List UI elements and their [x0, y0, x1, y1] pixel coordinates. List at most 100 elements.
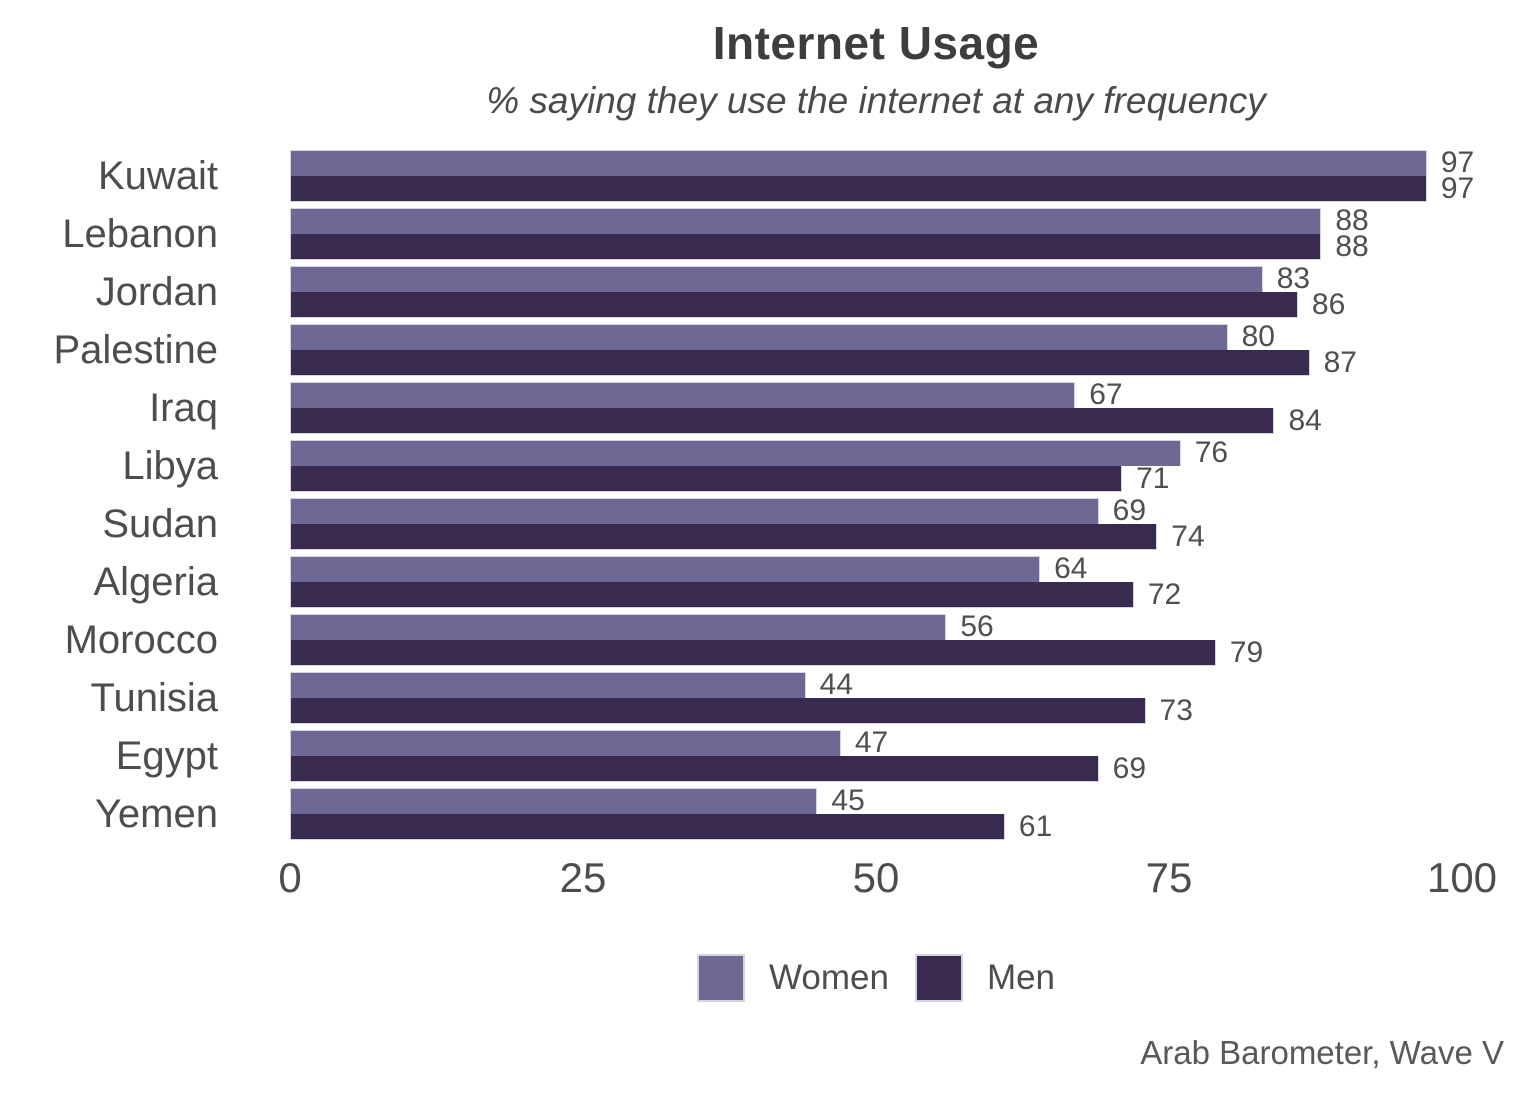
women-bar: [290, 150, 1427, 176]
women-bar-line: 83: [290, 262, 1462, 295]
women-bar-line: 97: [290, 148, 1474, 178]
x-tick-label: 100: [1426, 854, 1498, 901]
women-bar: [290, 266, 1263, 292]
men-value-label: 79: [1229, 636, 1264, 669]
bar-row: Sudan 69 74: [0, 494, 1536, 553]
bar-group: 97 97: [290, 148, 1474, 204]
women-bar: [290, 614, 947, 640]
x-tick-label: 0: [278, 854, 302, 901]
country-label: Yemen: [94, 792, 218, 836]
country-label: Lebanon: [62, 212, 218, 256]
men-bar-line: 87: [290, 346, 1462, 379]
bar-group: 69 74: [290, 494, 1462, 553]
women-bar-line: 45: [290, 784, 1462, 817]
men-bar: [290, 350, 1310, 376]
women-bar: [290, 672, 806, 698]
men-value-label: 97: [1440, 172, 1475, 205]
women-bar: [290, 788, 818, 814]
country-label: Libya: [122, 444, 218, 488]
bar-group: 80 87: [290, 320, 1462, 379]
bar-row: Morocco 56 79: [0, 610, 1536, 669]
men-bar: [290, 176, 1427, 202]
axis-spacer: [0, 854, 290, 904]
women-value-label: 80: [1241, 320, 1275, 353]
women-bar-line: 56: [290, 610, 1462, 643]
bar-row: Egypt 47 69: [0, 726, 1536, 785]
bar-group: 44 73: [290, 670, 1462, 726]
women-value-label: 88: [1335, 204, 1369, 237]
country-label: Jordan: [95, 270, 218, 314]
men-bar-line: 86: [290, 288, 1462, 321]
women-value-label: 97: [1440, 146, 1475, 179]
women-value-label: 45: [831, 784, 865, 817]
x-tick-label: 25: [559, 854, 607, 901]
bar-row: Iraq 67 84: [0, 380, 1536, 437]
bar-group: 83 86: [290, 262, 1462, 321]
legend-label-men: Men: [986, 958, 1056, 997]
bar-group: 47 69: [290, 726, 1462, 785]
bar-group: 56 79: [290, 610, 1462, 669]
women-value-label: 64: [1054, 552, 1088, 585]
women-bar-line: 47: [290, 726, 1462, 759]
plot-rows: Kuwait 97 97 Lebanon 88 88 Jordan 83 86 Palestine…: [0, 148, 1536, 842]
bar-row: Libya 76 71: [0, 436, 1536, 495]
legend-item-women: Women: [696, 954, 889, 1002]
men-value-label: 86: [1311, 288, 1346, 321]
x-axis: 0 25 50 75 100: [0, 854, 1536, 904]
country-label: Kuwait: [97, 154, 218, 198]
women-value-label: 76: [1194, 436, 1229, 469]
legend-item-men: Men: [914, 954, 1056, 1002]
men-bar: [290, 756, 1099, 782]
country-label: Tunisia: [90, 676, 218, 720]
men-value-label: 84: [1288, 404, 1322, 437]
women-bar-line: 76: [290, 436, 1462, 469]
men-bar-line: 79: [290, 636, 1462, 669]
bar-row: Lebanon 88 88: [0, 204, 1536, 263]
men-bar: [290, 234, 1322, 260]
women-value-label: 56: [960, 610, 994, 643]
men-bar-line: 73: [290, 696, 1462, 726]
bar-row: Kuwait 97 97: [0, 148, 1536, 204]
men-value-label: 88: [1335, 230, 1369, 263]
bar-row: Yemen 45 61: [0, 784, 1536, 842]
men-bar-line: 61: [290, 812, 1462, 842]
women-bar-line: 88: [290, 204, 1462, 237]
women-value-label: 83: [1276, 262, 1311, 295]
women-bar: [290, 208, 1322, 234]
men-bar: [290, 292, 1298, 318]
country-label: Algeria: [93, 560, 218, 604]
page-subtitle: % saying they use the internet at any fr…: [486, 80, 1266, 121]
bar-row: Tunisia 44 73: [0, 670, 1536, 726]
bar-group: 67 84: [290, 380, 1462, 437]
men-bar-line: 97: [290, 174, 1474, 204]
men-value-label: 71: [1136, 462, 1170, 495]
men-bar: [290, 524, 1158, 550]
men-bar-line: 84: [290, 404, 1462, 437]
x-tick-label: 75: [1145, 854, 1193, 901]
women-swatch-icon: [696, 954, 745, 1002]
bar-row: Algeria 64 72: [0, 552, 1536, 610]
women-bar-line: 80: [290, 320, 1462, 353]
men-value-label: 69: [1112, 752, 1147, 785]
men-bar: [290, 466, 1123, 492]
men-value-label: 74: [1171, 520, 1205, 553]
women-bar-line: 64: [290, 552, 1462, 585]
men-bar: [290, 582, 1134, 608]
men-swatch-icon: [914, 954, 963, 1002]
men-bar-line: 69: [290, 752, 1462, 785]
chart-header: Internet Usage % saying they use the int…: [290, 16, 1462, 122]
men-value-label: 87: [1323, 346, 1357, 379]
country-label: Egypt: [115, 734, 218, 778]
women-bar: [290, 440, 1181, 466]
bar-group: 45 61: [290, 784, 1462, 842]
bar-row: Jordan 83 86: [0, 262, 1536, 321]
women-bar-line: 44: [290, 670, 1462, 700]
bar-row: Palestine 80 87: [0, 320, 1536, 379]
women-value-label: 69: [1112, 494, 1147, 527]
page-title: Internet Usage: [712, 17, 1040, 69]
legend: Women Men: [696, 954, 1056, 1002]
men-bar: [290, 814, 1005, 840]
men-bar: [290, 640, 1216, 666]
women-value-label: 47: [854, 726, 889, 759]
